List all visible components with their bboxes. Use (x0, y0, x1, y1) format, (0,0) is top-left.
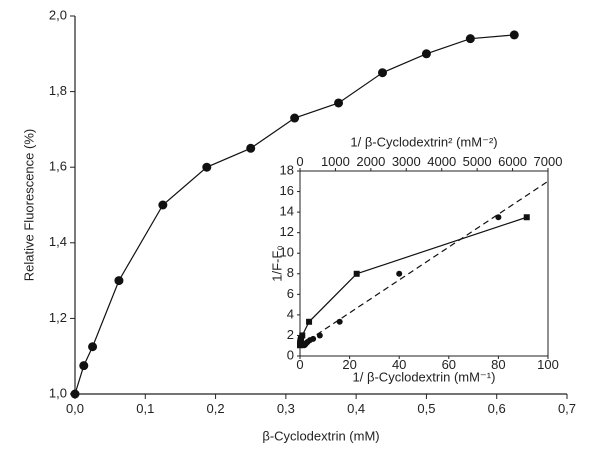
x2-tick-label: 1000 (321, 154, 350, 169)
point (523, 214, 530, 221)
x-tick-label: 0,5 (417, 401, 435, 416)
x-tick-label: 60 (442, 357, 456, 372)
y-tick-label: 8 (287, 265, 294, 280)
point (465, 34, 475, 44)
inset-frame (299, 170, 549, 357)
point (298, 335, 305, 342)
point (202, 162, 212, 172)
point (421, 49, 431, 59)
point (88, 342, 98, 352)
x-tick-label: 0,6 (488, 401, 506, 416)
y-tick-label: 18 (280, 162, 294, 177)
y-tick-label: 1,6 (49, 159, 67, 174)
y-tick-label: 4 (287, 306, 294, 321)
x-tick-label: 20 (342, 357, 356, 372)
y-tick-label: 12 (280, 224, 294, 239)
x-tick-label: 0,7 (558, 401, 576, 416)
y-tick-label: 6 (287, 286, 294, 301)
x-axis-label: β-Cyclodextrin (mM) (262, 428, 379, 443)
y-tick-label: 1,4 (49, 234, 67, 249)
point (299, 332, 306, 339)
x-tick-label: 0,2 (207, 401, 225, 416)
point (246, 143, 256, 153)
x-tick-label: 0,0 (66, 401, 84, 416)
point (396, 270, 403, 277)
y-axis-label: 1/F-F₀ (269, 245, 284, 281)
y-tick-label: 1,8 (49, 83, 67, 98)
x-tick-label: 0,4 (347, 401, 365, 416)
point (114, 276, 124, 286)
x2-tick-label: 3000 (392, 154, 421, 169)
y-tick-label: 16 (280, 183, 294, 198)
y-tick-label: 14 (280, 204, 294, 219)
point (334, 98, 344, 108)
x2-tick-label: 4000 (427, 154, 456, 169)
y-tick-label: 1,0 (49, 385, 67, 400)
point (70, 389, 80, 399)
y-tick-label: 1,2 (49, 310, 67, 325)
plot: 0 20 40 60 80 1000 1000 2000 3000 4000 5000 6000 700… (269, 134, 562, 384)
x-tick-label: 0,1 (136, 401, 154, 416)
x-tick-label: 0 (296, 357, 303, 372)
y-tick-label: 2 (287, 327, 294, 342)
y-tick-label: 10 (280, 245, 294, 260)
x-tick-label: 40 (392, 357, 406, 372)
x2-axis-label: 1/ β-Cyclodextrin² (mM⁻²) (350, 134, 497, 149)
point (336, 318, 343, 325)
x-tick-label: 0,3 (277, 401, 295, 416)
plot: 0,0 0,1 0,2 0,3 0,4 0,5 0,6 0,7 1,0 1,2 1,4 1,6 1,8 2… (21, 7, 576, 443)
y-tick-label: 2,0 (49, 7, 67, 22)
point (290, 113, 300, 123)
point (306, 318, 313, 325)
x-tick-label: 80 (491, 357, 505, 372)
x-tick-label: 100 (537, 357, 559, 372)
point (79, 361, 89, 371)
x2-tick-label: 6000 (498, 154, 527, 169)
x-axis-label: 1/ β-Cyclodextrin (mM⁻¹) (353, 369, 496, 384)
point (378, 68, 387, 78)
x2-tick-label: 7000 (534, 154, 563, 169)
point (353, 270, 360, 277)
point (509, 30, 519, 40)
x2-tick-label: 2000 (356, 154, 385, 169)
y-tick-label: 0 (287, 347, 294, 362)
x2-tick-label: 0 (296, 154, 303, 169)
point (158, 200, 168, 210)
y-axis-label: Relative Fluorescence (%) (21, 129, 36, 281)
x2-tick-label: 5000 (463, 154, 492, 169)
